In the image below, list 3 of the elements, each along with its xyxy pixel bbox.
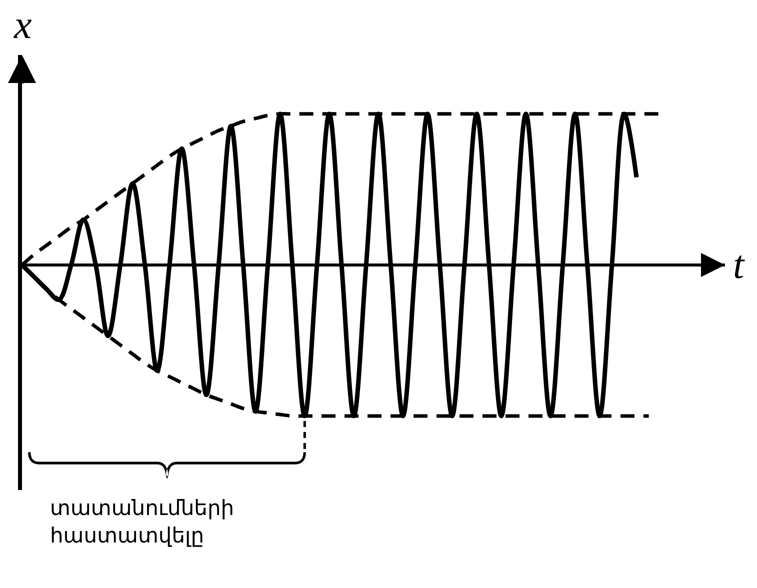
text: տատանումների հաստատվելը: [50, 496, 234, 548]
x-axis-title: t: [733, 242, 745, 287]
y-axis-title: x: [13, 2, 32, 47]
